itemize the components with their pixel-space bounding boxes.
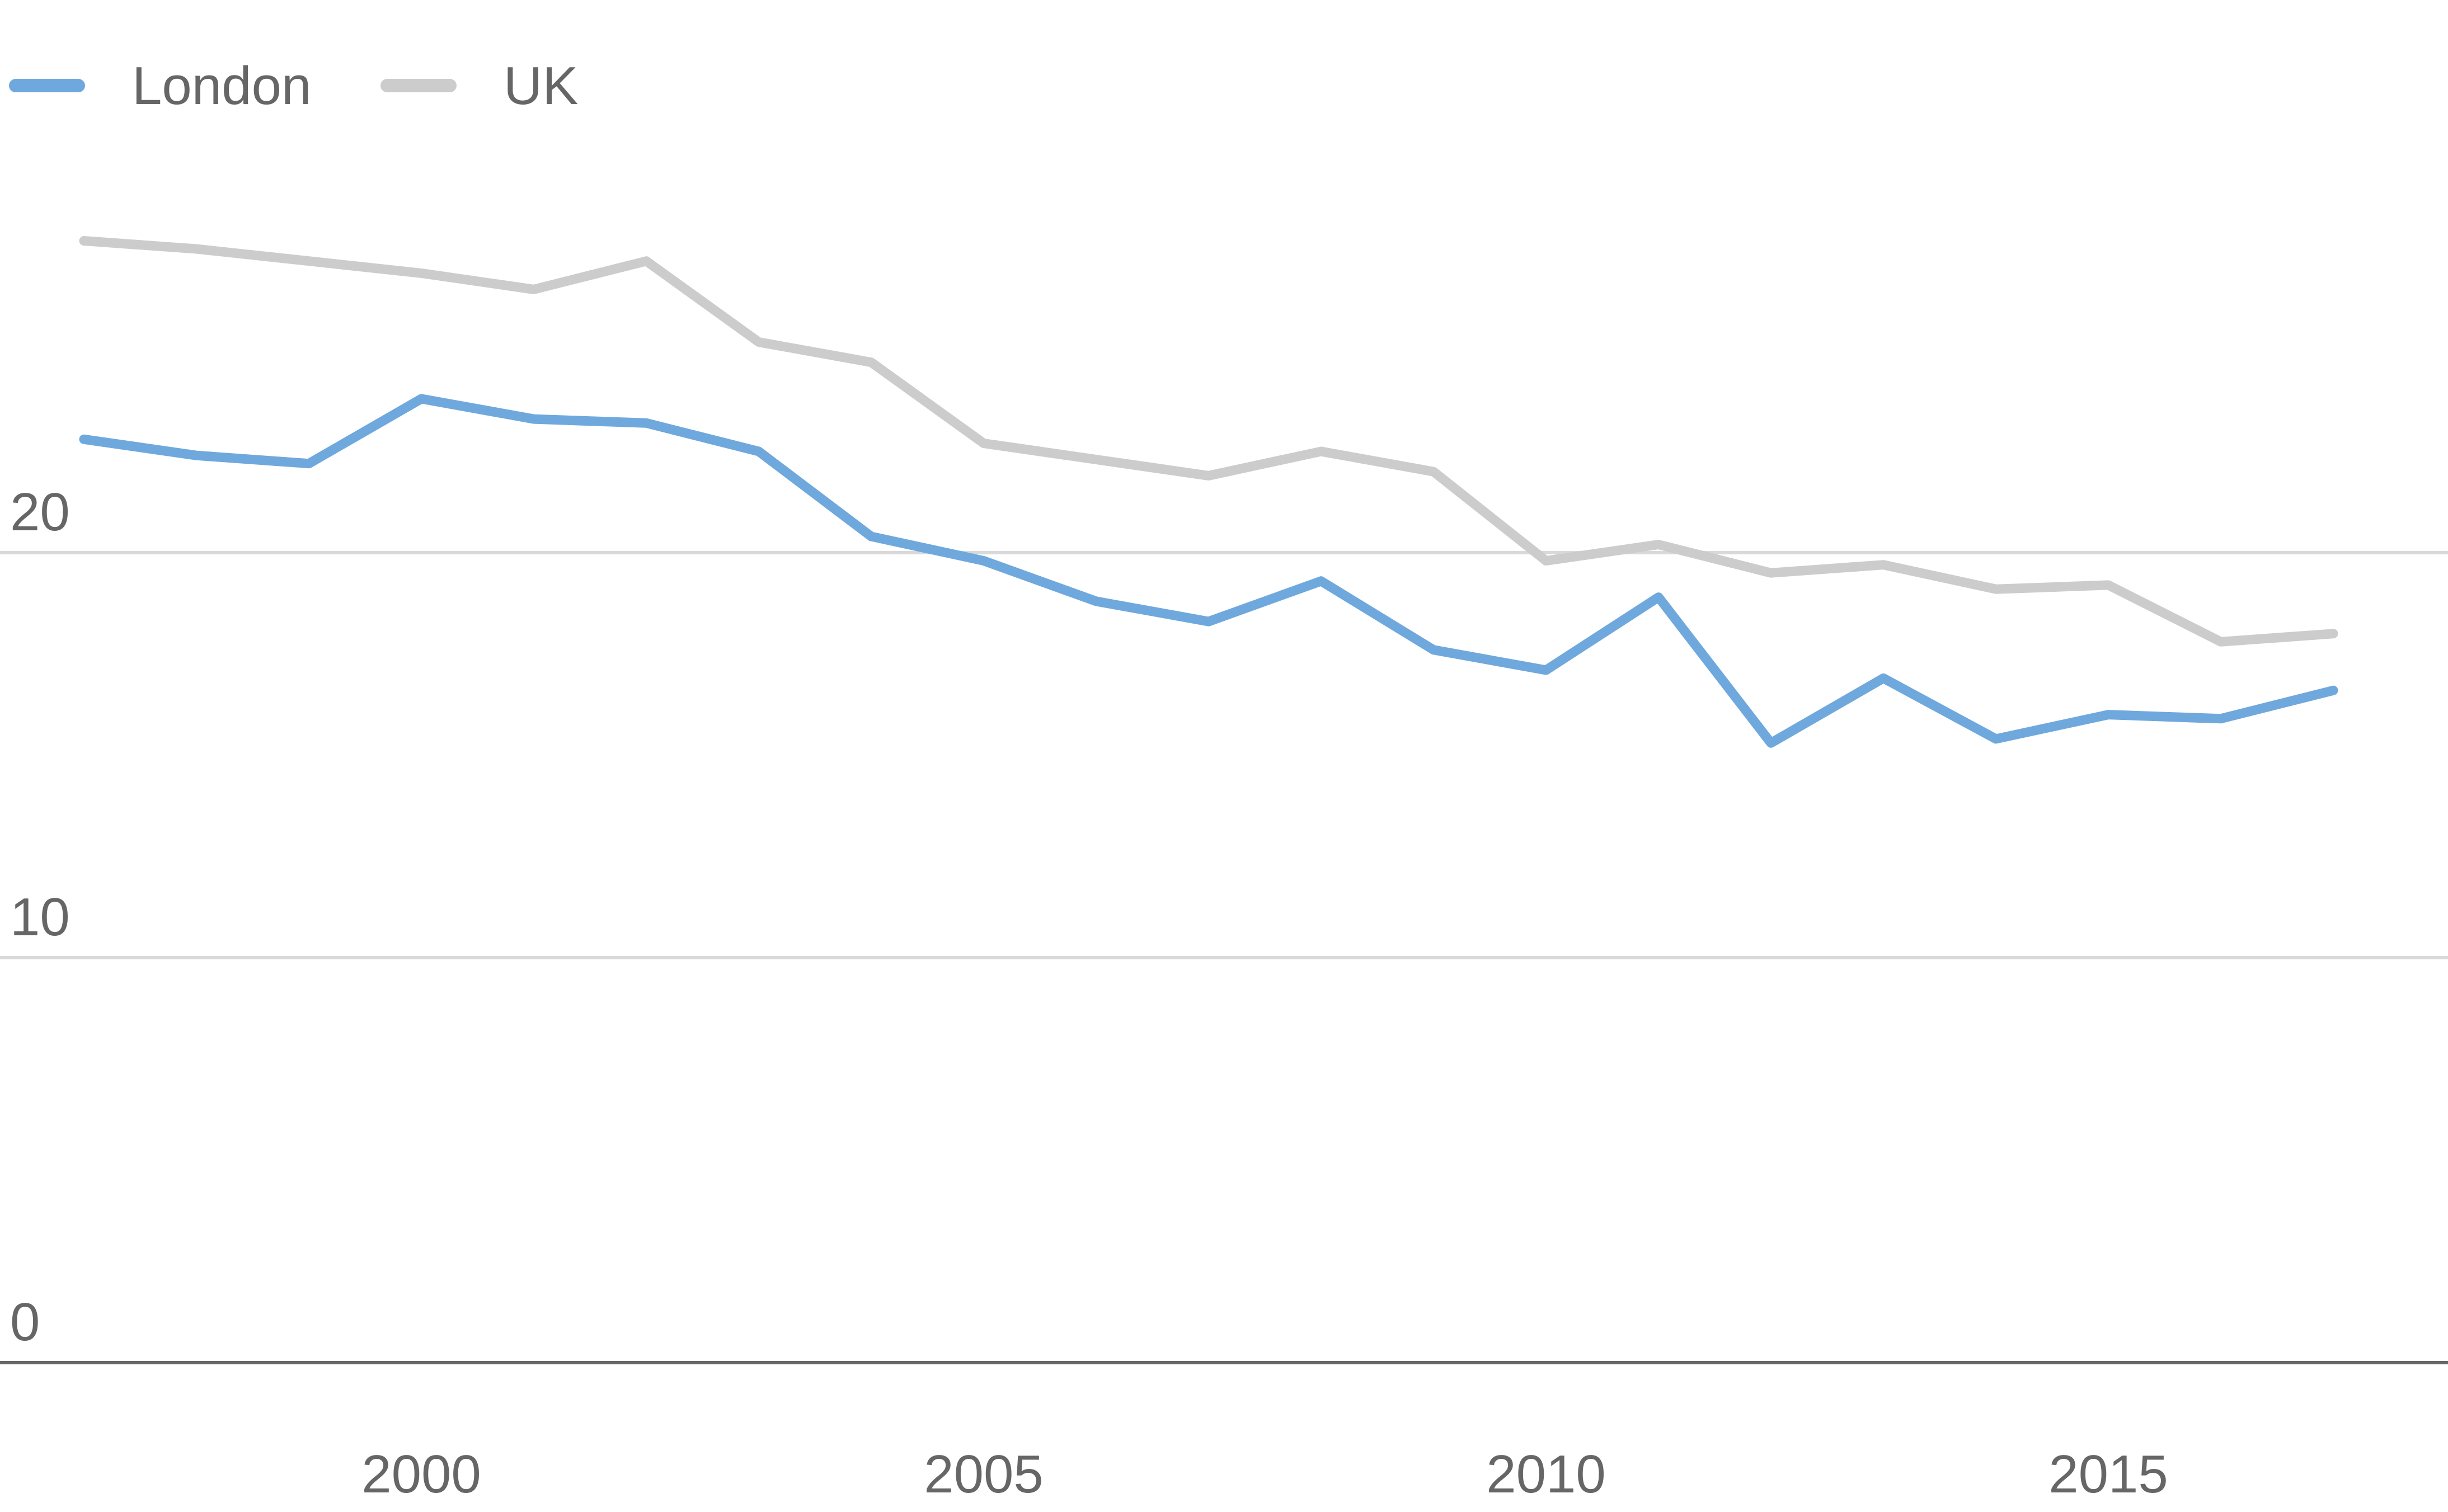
series-line-london	[79, 394, 2338, 748]
series-lines	[79, 236, 2338, 748]
y-tick-label-10: 10	[10, 887, 70, 947]
legend-label-uk: UK	[504, 56, 578, 116]
x-tick-label-2010: 2010	[1486, 1444, 1606, 1504]
x-tick-label-2015: 2015	[2048, 1444, 2168, 1504]
x-axis: 2000 2005 2010 2015	[361, 1444, 2168, 1504]
x-tick-label-2005: 2005	[924, 1444, 1044, 1504]
y-tick-label-20: 20	[10, 482, 70, 542]
series-line-uk	[79, 236, 2338, 647]
legend: London UK	[9, 56, 578, 116]
gridlines	[0, 551, 2448, 1364]
y-tick-label-0: 0	[10, 1292, 40, 1352]
x-tick-label-2000: 2000	[361, 1444, 481, 1504]
y-axis: 0 10 20	[10, 482, 70, 1352]
legend-label-london: London	[132, 56, 311, 116]
